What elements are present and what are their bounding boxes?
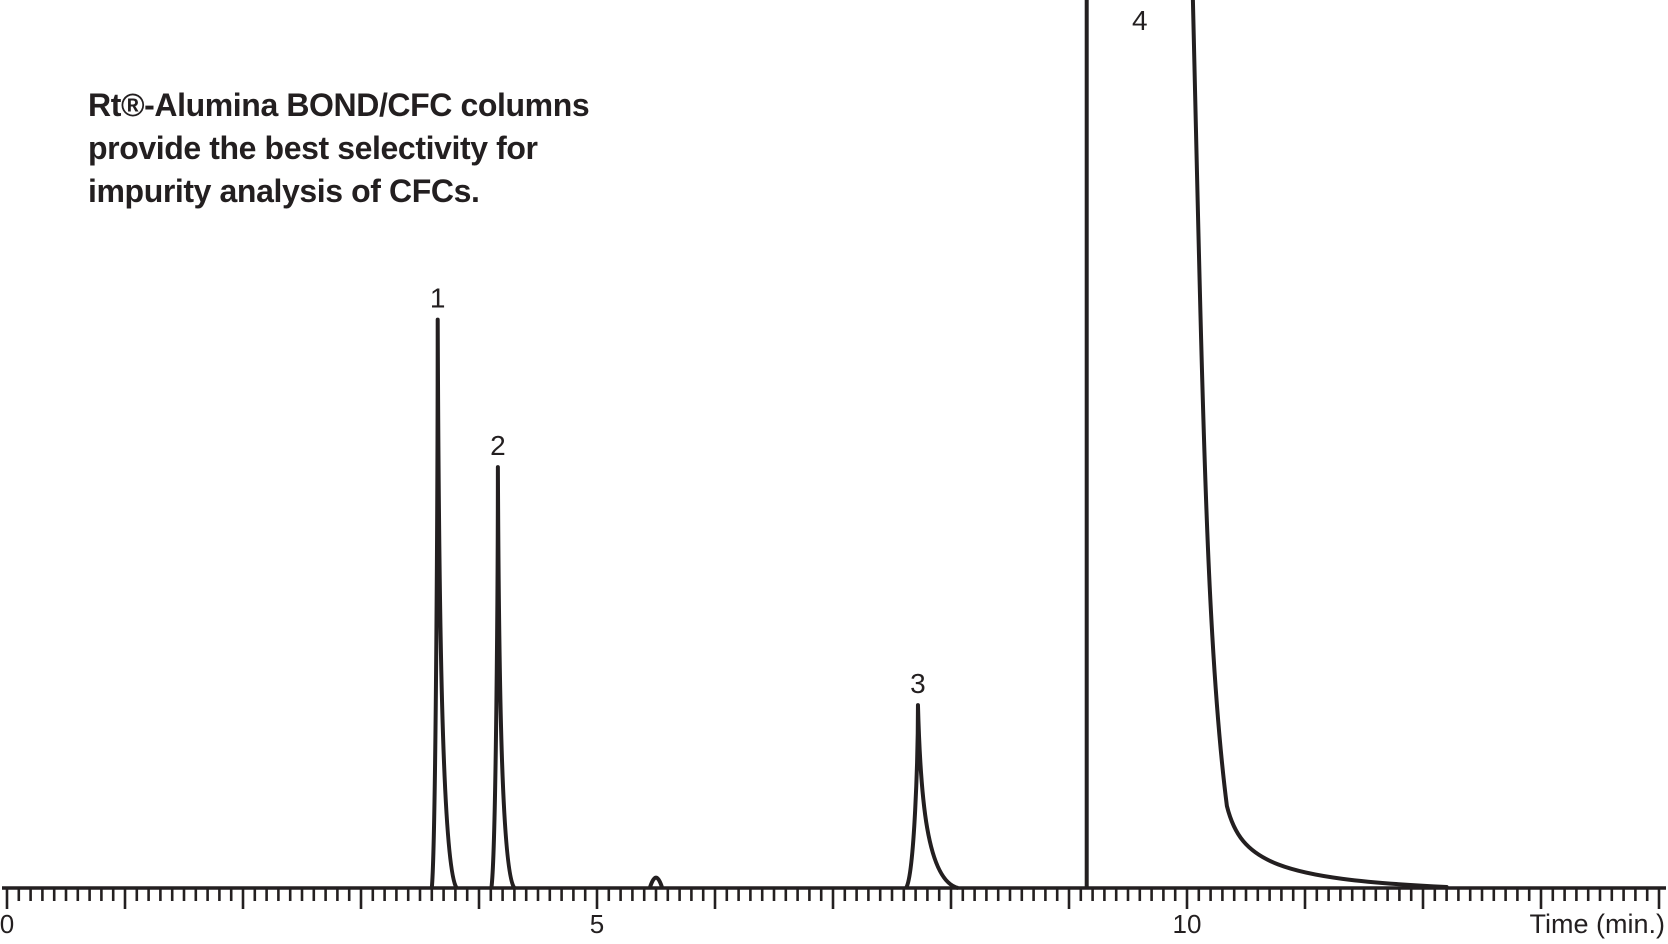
chart-title-line-3: impurity analysis of CFCs. bbox=[88, 173, 480, 209]
tick-label-5: 5 bbox=[590, 909, 604, 939]
peak-trace-3 bbox=[904, 703, 959, 890]
peak-label-2: 2 bbox=[490, 430, 506, 461]
tick-label-10: 10 bbox=[1173, 909, 1202, 939]
chart-title-line-2: provide the best selectivity for bbox=[88, 130, 538, 166]
x-axis-ticks bbox=[5, 889, 1661, 909]
peak-trace-2 bbox=[489, 465, 517, 890]
peak-label-1: 1 bbox=[430, 283, 446, 314]
baseline-blip-trace bbox=[648, 875, 664, 888]
peak-label-4: 4 bbox=[1132, 5, 1148, 36]
peak-trace-1 bbox=[429, 317, 459, 890]
peak-label-3: 3 bbox=[910, 668, 926, 699]
chart-title: Rt®-Alumina BOND/CFC columns provide the… bbox=[88, 84, 590, 213]
tick-label-0: 0 bbox=[0, 909, 14, 939]
chart-title-line-1: Rt®-Alumina BOND/CFC columns bbox=[88, 87, 590, 123]
x-axis-title: Time (min.) bbox=[1530, 909, 1666, 939]
peak-trace-4-tail bbox=[1190, 0, 1449, 889]
